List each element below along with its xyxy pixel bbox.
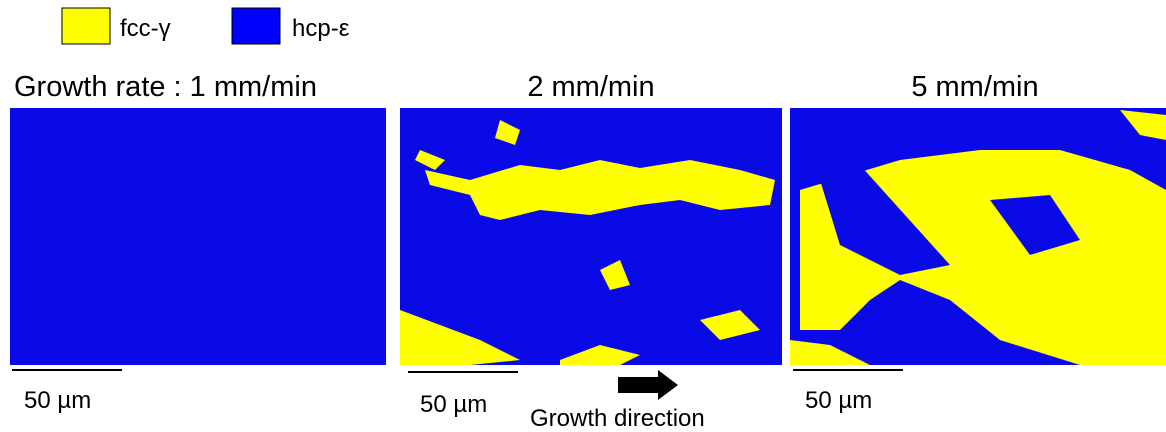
scale-bar-label: 50 µm xyxy=(805,387,872,414)
direction-label: Growth direction xyxy=(530,405,705,432)
legend-swatch xyxy=(232,8,280,44)
direction-arrow xyxy=(618,370,678,400)
phase-map xyxy=(10,108,386,365)
legend-label: fcc-γ xyxy=(120,15,171,42)
phase-map xyxy=(790,108,1166,365)
scale-bar-label: 50 µm xyxy=(420,391,487,418)
panel-title: 2 mm/min xyxy=(527,71,654,103)
figure: fcc-γ hcp-ε Growth rate : 1 mm/min 2 mm/… xyxy=(0,0,1166,432)
panel-title: 5 mm/min xyxy=(911,71,1038,103)
legend-label: hcp-ε xyxy=(292,15,350,42)
legend-swatch xyxy=(62,8,110,44)
scale-bar-label: 50 µm xyxy=(24,387,91,414)
phase-map xyxy=(400,108,782,365)
panel-title: Growth rate : 1 mm/min xyxy=(14,71,317,103)
